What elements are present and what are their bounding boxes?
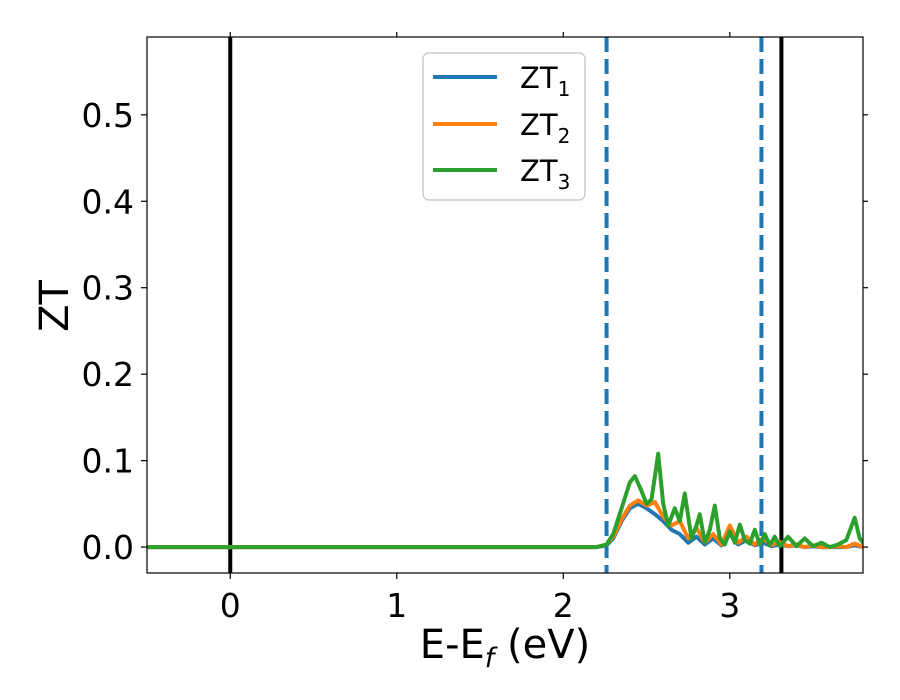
x-tick-label: 1 [386,586,407,625]
x-tick-label: 3 [719,586,740,625]
x-tick-label: 2 [553,586,574,625]
y-tick-label: 0.1 [82,442,134,481]
y-axis-title: ZT [32,280,78,332]
x-tick-label: 0 [220,586,241,625]
y-tick-label: 0.0 [82,528,134,567]
x-axis-title: E-Ef (eV) [420,622,590,674]
series-lines [147,451,863,550]
legend-box [422,52,586,201]
series-line-zt3 [147,451,863,550]
y-tick-label: 0.5 [82,96,134,135]
y-tick-label: 0.3 [82,269,134,308]
y-tick-label: 0.4 [82,182,134,221]
legend: ZT1 ZT2 ZT3 [422,52,586,201]
y-tick-label: 0.2 [82,355,134,394]
legend-label-zt3: ZT3 [520,154,570,194]
x-ticks: 0 1 2 3 [220,32,740,625]
y-ticks: 0.0 0.1 0.2 0.3 0.4 0.5 [82,96,868,567]
legend-label-zt1: ZT1 [520,61,570,101]
legend-label-zt2: ZT2 [520,108,570,148]
vertical-lines [228,37,784,573]
plot-frame [146,36,864,574]
